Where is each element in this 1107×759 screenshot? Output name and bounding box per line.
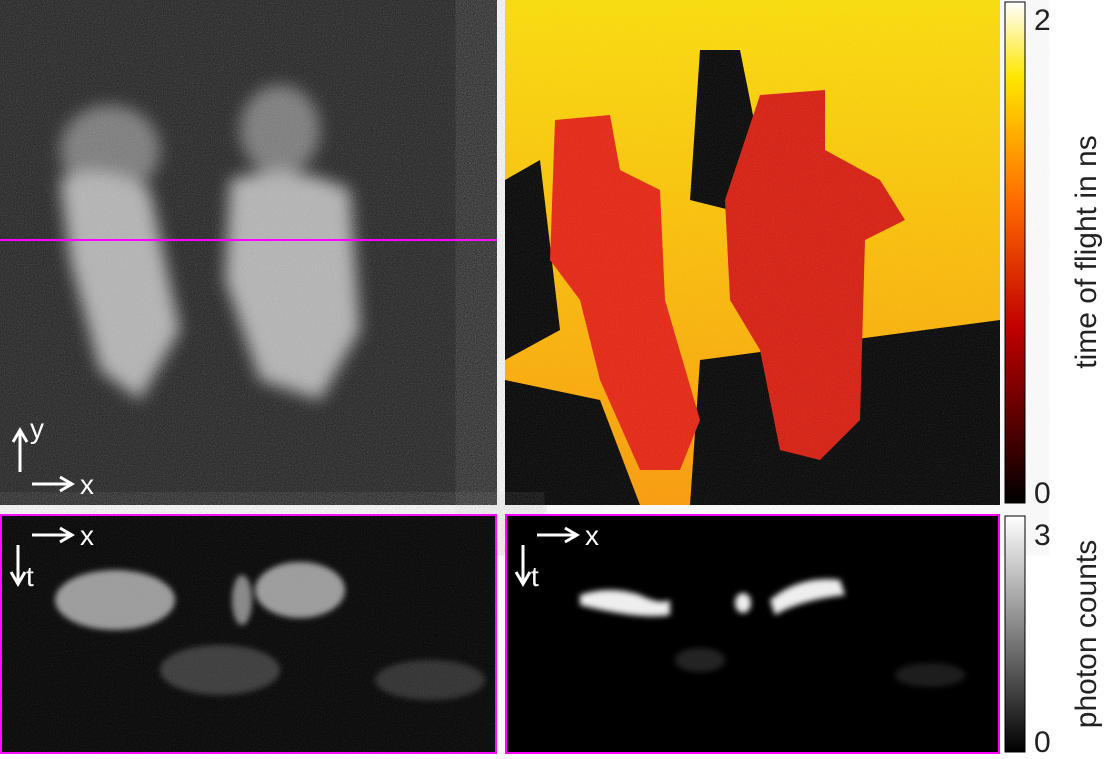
colorbar-tick: 0: [1034, 477, 1051, 510]
colorbar: 2 0 time of flight in ns: [1004, 1, 1103, 510]
axis-label: x: [80, 520, 94, 551]
axis-label: y: [30, 413, 44, 444]
axis-label: x: [80, 469, 94, 500]
xt-raw-panel: x t: [0, 514, 497, 754]
axis-label: x: [585, 520, 599, 551]
xt-processed-panel: x t: [505, 514, 1000, 754]
colorbar-label: time of flight in ns: [1070, 135, 1103, 368]
axis-label: t: [26, 561, 34, 592]
intensity-panel: y x: [0, 0, 497, 505]
colorbar-tick: 0: [1034, 726, 1051, 754]
colorbar-tick: 3: [1034, 519, 1051, 552]
colorbar-tick: 2: [1034, 4, 1051, 37]
depth-panel: [505, 0, 1000, 505]
axis-label: t: [531, 561, 539, 592]
colorbar: 3 0 photon counts: [1004, 515, 1103, 759]
colorbar-label: photon counts: [1070, 540, 1103, 728]
